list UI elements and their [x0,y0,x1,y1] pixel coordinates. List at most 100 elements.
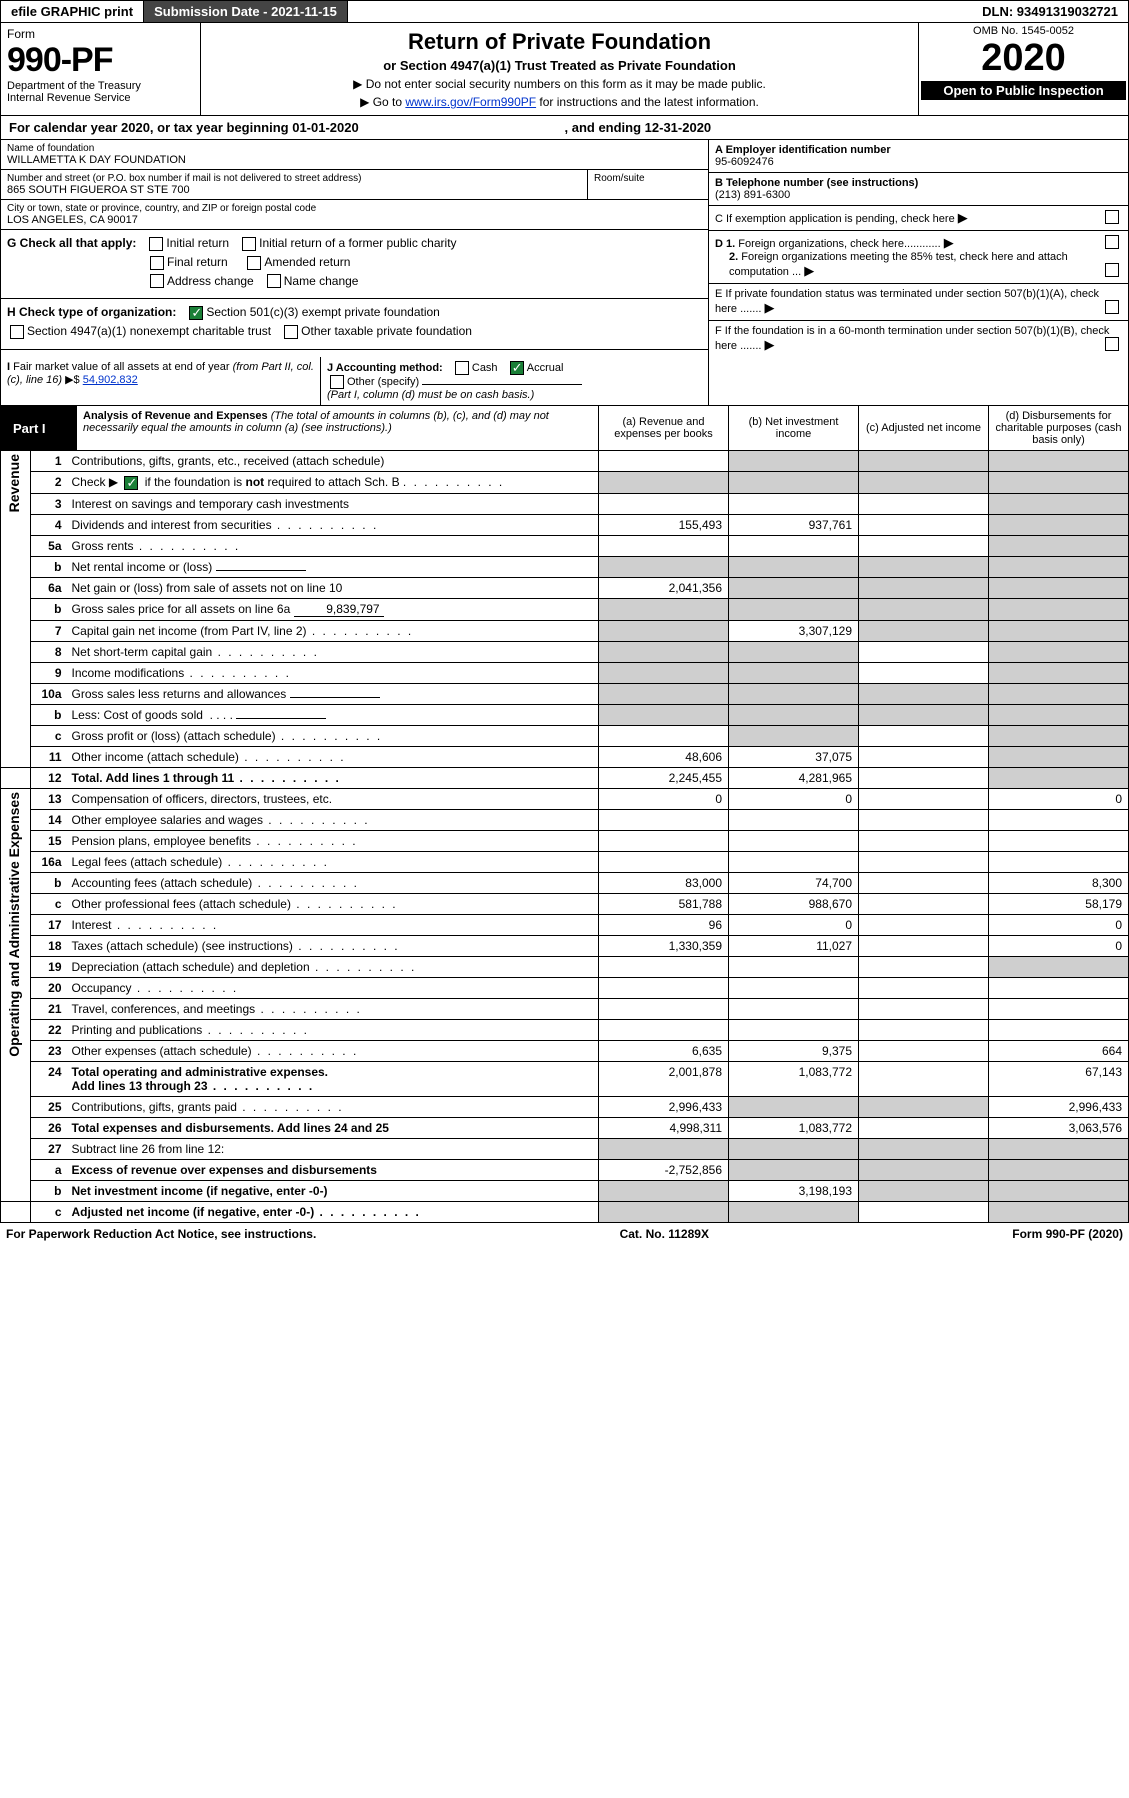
col-b-head: (b) Net investment income [728,406,858,450]
g-opt-final: Final return [167,255,228,269]
j-cash: Cash [472,362,498,374]
d2-text: Foreign organizations meeting the 85% te… [729,251,1068,278]
row-desc: Gross rents [67,535,599,556]
form-word: Form [7,27,194,41]
cell-a: 2,001,878 [599,1061,729,1096]
row-num: 17 [31,914,67,935]
calendar-row: For calendar year 2020, or tax year begi… [0,116,1129,140]
row-num: 22 [31,1019,67,1040]
cell-a: 48,606 [599,746,729,767]
d1-check[interactable] [1105,235,1119,249]
h-label: H Check type of organization: [7,305,176,319]
cell-a: 2,245,455 [599,767,729,788]
row-num: 3 [31,493,67,514]
g-opt-address: Address change [167,274,254,288]
cell-b: 1,083,772 [729,1061,859,1096]
row-desc: Interest [67,914,599,935]
row-num: c [31,1201,67,1222]
row-desc: Income modifications [67,662,599,683]
cell-d: 8,300 [989,872,1129,893]
g-address-check[interactable] [150,274,164,288]
row-num: 14 [31,809,67,830]
cell-d: 67,143 [989,1061,1129,1096]
form-link[interactable]: www.irs.gov/Form990PF [405,95,536,109]
efile-pill[interactable]: efile GRAPHIC print [1,1,144,22]
cell-d: 3,063,576 [989,1117,1129,1138]
cell-a: 83,000 [599,872,729,893]
g-initial-former-check[interactable] [242,237,256,251]
j-note: (Part I, column (d) must be on cash basi… [327,389,534,401]
dln-label: DLN: 93491319032721 [972,1,1128,22]
g-label: G Check all that apply: [7,236,136,250]
row-desc: Occupancy [67,977,599,998]
footer: For Paperwork Reduction Act Notice, see … [0,1223,1129,1245]
h-opt1: Section 501(c)(3) exempt private foundat… [206,305,439,319]
row-num: 11 [31,746,67,767]
row-desc: Net rental income or (loss) [67,556,599,577]
cell-a: 4,998,311 [599,1117,729,1138]
cell-d: 0 [989,935,1129,956]
row-num: 15 [31,830,67,851]
c-check[interactable] [1105,210,1119,224]
ij-row: I Fair market value of all assets at end… [0,357,1129,406]
row-desc: Total expenses and disbursements. Add li… [67,1117,599,1138]
cell-b: 3,198,193 [729,1180,859,1201]
row-desc: Interest on savings and temporary cash i… [67,493,599,514]
d2-check[interactable] [1105,263,1119,277]
col-c-head: (c) Adjusted net income [858,406,988,450]
top-bar: efile GRAPHIC print Submission Date - 20… [0,0,1129,23]
h-501c3-check[interactable] [189,306,203,320]
row-num: 18 [31,935,67,956]
j-cash-check[interactable] [455,361,469,375]
h-4947-check[interactable] [10,325,24,339]
row-desc: Other professional fees (attach schedule… [67,893,599,914]
opex-label: Operating and Administrative Expenses [6,792,22,1057]
row-num: 6a [31,577,67,598]
row-num: b [31,872,67,893]
schb-check[interactable] [124,476,138,490]
g-final-check[interactable] [150,256,164,270]
cell-a: 0 [599,788,729,809]
row-num: 2 [31,472,67,494]
cell-a: 581,788 [599,893,729,914]
d1-text: Foreign organizations, check here.......… [738,238,940,250]
cell-b: 4,281,965 [729,767,859,788]
revenue-label: Revenue [6,454,22,512]
j-other-check[interactable] [330,375,344,389]
cell-b: 11,027 [729,935,859,956]
j-accrual-check[interactable] [510,361,524,375]
cell-b: 74,700 [729,872,859,893]
form-title: Return of Private Foundation [207,29,912,55]
cell-b: 937,761 [729,514,859,535]
row-desc: Contributions, gifts, grants, etc., rece… [67,451,599,472]
fmv-value[interactable]: 54,902,832 [83,374,138,386]
a-value: 95-6092476 [715,156,1122,168]
row-num: 12 [31,767,67,788]
c-label: C If exemption application is pending, c… [715,213,955,225]
a-label: A Employer identification number [715,144,1122,156]
row-num: a [31,1159,67,1180]
g-amended-check[interactable] [247,256,261,270]
row-num: 5a [31,535,67,556]
f-check[interactable] [1105,337,1119,351]
g-initial-check[interactable] [149,237,163,251]
g-name-check[interactable] [267,274,281,288]
row-desc: Other income (attach schedule) [67,746,599,767]
form-note1: ▶ Do not enter social security numbers o… [207,77,912,91]
cell-d: 0 [989,788,1129,809]
h-opt2: Section 4947(a)(1) nonexempt charitable … [27,324,271,338]
j-other: Other (specify) [347,376,419,388]
g-opt-amended: Amended return [264,255,350,269]
dept-line2: Internal Revenue Service [7,92,194,104]
calendar-end: , and ending 12-31-2020 [565,120,1121,135]
submission-pill: Submission Date - 2021-11-15 [144,1,348,22]
row-desc: Total. Add lines 1 through 11 [67,767,599,788]
h-other-check[interactable] [284,325,298,339]
cell-a: 2,041,356 [599,577,729,598]
cell-d: 664 [989,1040,1129,1061]
foundation-name: WILLAMETTA K DAY FOUNDATION [7,154,702,166]
e-check[interactable] [1105,300,1119,314]
cell-a: 155,493 [599,514,729,535]
row-num: b [31,1180,67,1201]
cell-a: 96 [599,914,729,935]
